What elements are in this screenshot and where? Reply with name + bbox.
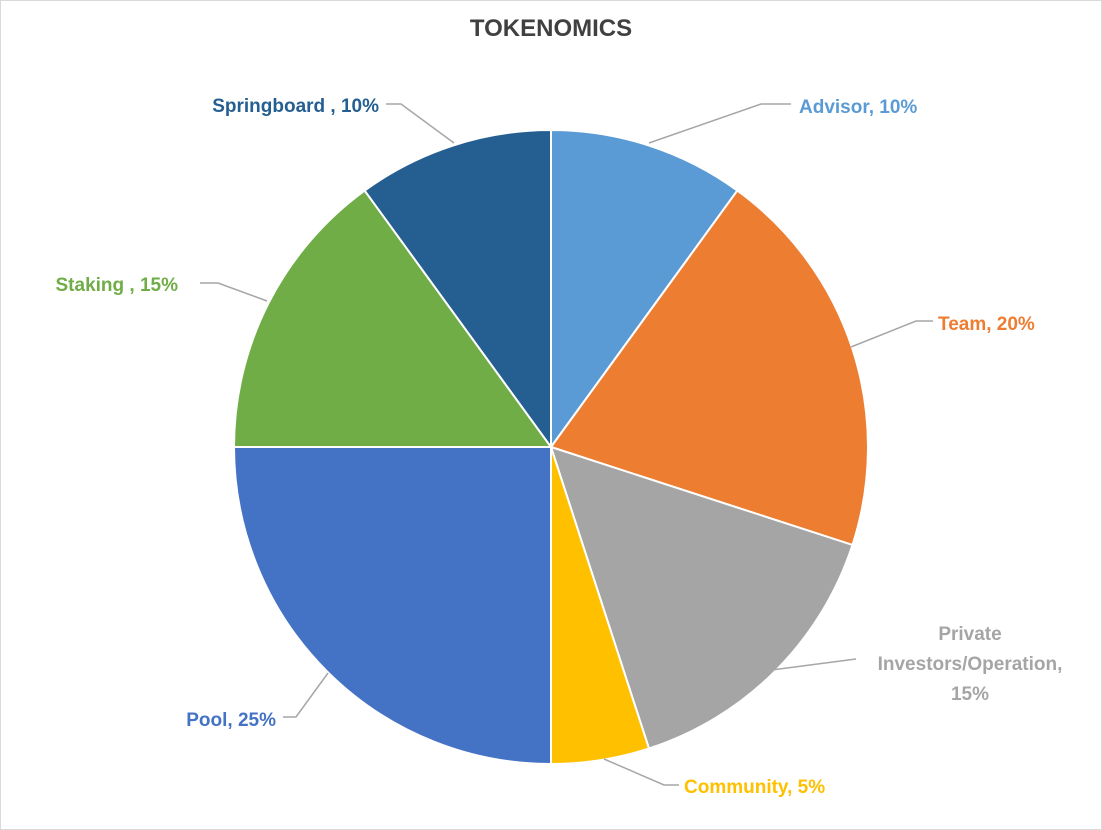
leader-line-staking (200, 282, 268, 302)
pie-slice-advisor (550, 128, 739, 451)
slice-label-line: Private (938, 624, 1001, 645)
slice-label-advisor: Advisor, 10% (799, 97, 917, 118)
slice-label-private-investors-operation: Private Investors/Operation, 15% (878, 624, 1063, 705)
slice-label-springboard: Springboard , 10% (212, 96, 379, 117)
slice-label-community: Community, 5% (684, 777, 825, 798)
pie-slices (232, 128, 869, 766)
leader-line-advisor (648, 103, 791, 144)
pie-slice-pool (232, 446, 552, 766)
pie-slice-private-investors-operation (549, 445, 854, 750)
slice-label-staking: Staking , 15% (56, 275, 179, 296)
slice-label-team: Team, 20% (938, 314, 1035, 335)
pie-slice-staking (232, 189, 553, 448)
chart-title: TOKENOMICS (469, 15, 633, 42)
slice-label-line: Investors/Operation, (878, 654, 1063, 675)
leader-line-team (850, 320, 933, 348)
leader-line-private-investors-operation (763, 658, 857, 672)
leader-lines (200, 103, 933, 786)
leader-line-springboard (386, 103, 455, 144)
slice-label-line: 15% (951, 684, 989, 705)
slice-labels: Advisor, 10% Team, 20% Private Investors/Op… (56, 96, 1063, 798)
slice-label-pool: Pool, 25% (186, 710, 276, 731)
pie-slice-springboard (363, 128, 552, 451)
pie-slice-team (549, 189, 869, 547)
leader-line-community (603, 758, 679, 786)
leader-line-pool (283, 672, 329, 718)
